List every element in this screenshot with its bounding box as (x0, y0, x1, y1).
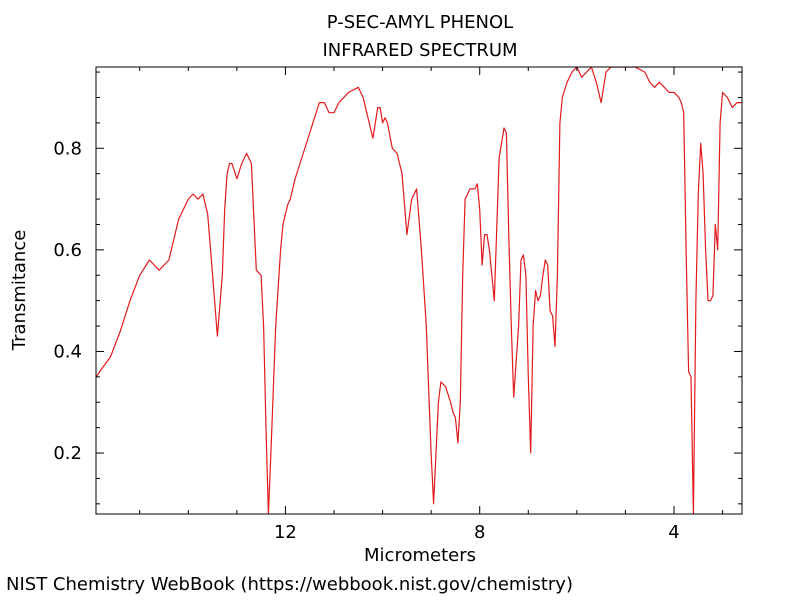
x-tick-label: 4 (668, 522, 679, 543)
plot-frame (95, 66, 743, 515)
source-credit: NIST Chemistry WebBook (https://webbook.… (6, 574, 573, 595)
y-tick-label: 0.8 (53, 138, 82, 159)
chart-subtitle: INFRARED SPECTRUM (322, 40, 517, 61)
y-tick-label: 0.4 (53, 341, 82, 362)
spectrum-line (96, 67, 742, 514)
x-tick-label: 12 (274, 522, 297, 543)
y-tick-label: 0.2 (53, 443, 82, 464)
plot-area (96, 67, 742, 514)
x-axis-label: Micrometers (364, 545, 476, 566)
x-tick-label: 8 (474, 522, 485, 543)
chart-title: P-SEC-AMYL PHENOL (327, 12, 513, 33)
axis-ticks: 12 8 4 0.2 0.4 0.6 0.8 (53, 67, 742, 543)
y-tick-label: 0.6 (53, 240, 82, 261)
y-axis-label: Transmitance (9, 230, 30, 352)
